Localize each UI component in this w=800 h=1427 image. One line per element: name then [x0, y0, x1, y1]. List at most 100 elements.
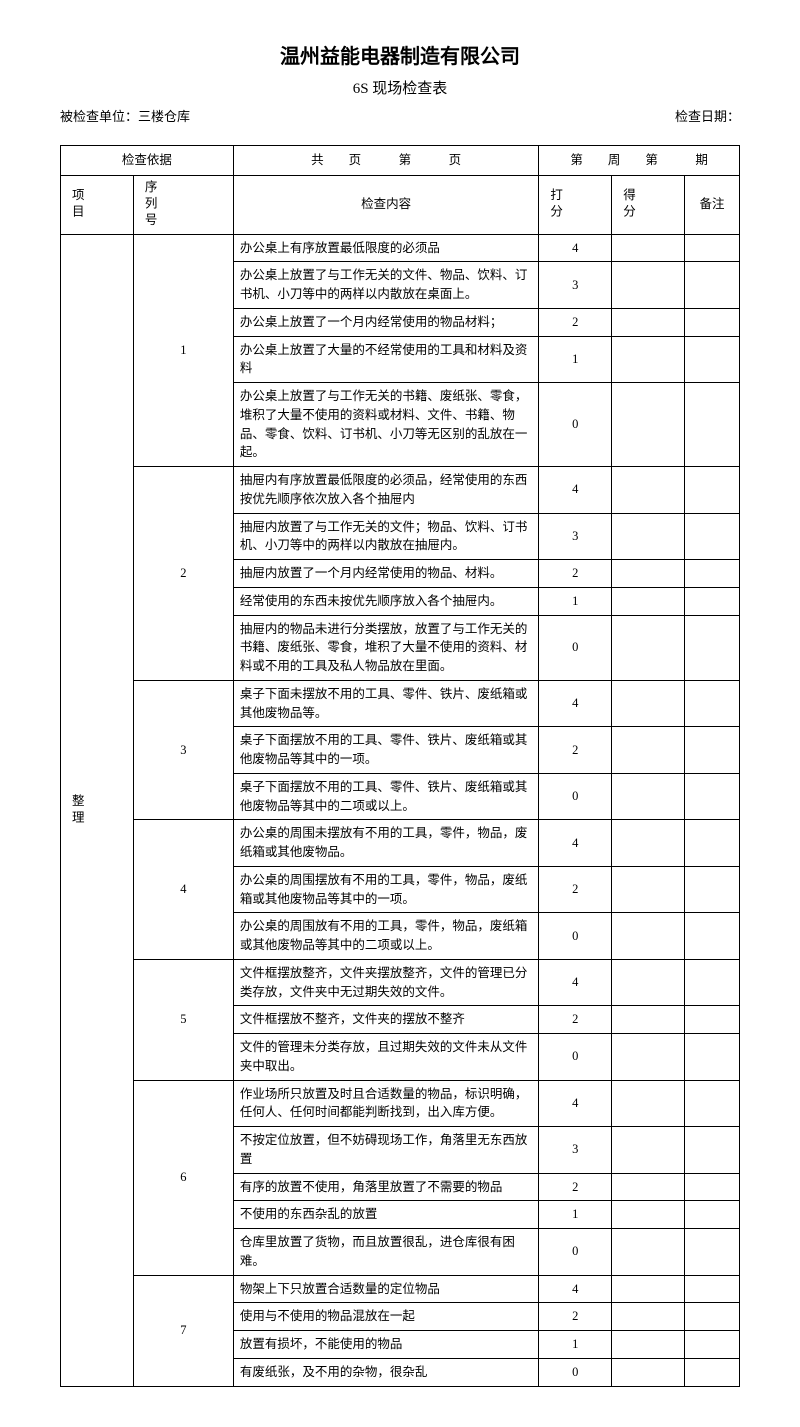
content-cell: 放置有损坏，不能使用的物品	[233, 1331, 539, 1359]
form-subtitle: 6S 现场检查表	[60, 77, 740, 98]
content-cell: 办公桌上放置了一个月内经常使用的物品材料；	[233, 308, 539, 336]
seq-cell: 4	[133, 820, 233, 960]
got-cell[interactable]	[612, 587, 685, 615]
remark-cell[interactable]	[685, 1201, 740, 1229]
content-cell: 抽屉内有序放置最低限度的必须品，经常使用的东西按优先顺序依次放入各个抽屉内	[233, 467, 539, 514]
score-cell: 3	[539, 1127, 612, 1174]
remark-cell[interactable]	[685, 1034, 740, 1081]
score-cell: 0	[539, 615, 612, 680]
remark-cell[interactable]	[685, 959, 740, 1006]
remark-cell[interactable]	[685, 336, 740, 383]
remark-cell[interactable]	[685, 1331, 740, 1359]
remark-cell[interactable]	[685, 262, 740, 309]
remark-cell[interactable]	[685, 1173, 740, 1201]
content-cell: 不使用的东西杂乱的放置	[233, 1201, 539, 1229]
got-cell[interactable]	[612, 560, 685, 588]
got-cell[interactable]	[612, 1080, 685, 1127]
remark-cell[interactable]	[685, 913, 740, 960]
inspected-unit-label: 被检查单位：	[60, 109, 138, 124]
content-cell: 办公桌上放置了与工作无关的文件、物品、饮料、订书机、小刀等中的两样以内散放在桌面…	[233, 262, 539, 309]
got-cell[interactable]	[612, 1303, 685, 1331]
hdr-seq: 序列号	[133, 176, 233, 235]
content-cell: 桌子下面摆放不用的工具、零件、铁片、废纸箱或其他废物品等其中的二项或以上。	[233, 773, 539, 820]
got-cell[interactable]	[612, 1034, 685, 1081]
got-cell[interactable]	[612, 1275, 685, 1303]
got-cell[interactable]	[612, 1358, 685, 1386]
table-row: 整理1办公桌上有序放置最低限度的必须品4	[61, 234, 740, 262]
remark-cell[interactable]	[685, 773, 740, 820]
got-cell[interactable]	[612, 234, 685, 262]
remark-cell[interactable]	[685, 467, 740, 514]
got-cell[interactable]	[612, 913, 685, 960]
remark-cell[interactable]	[685, 727, 740, 774]
score-cell: 0	[539, 773, 612, 820]
score-cell: 4	[539, 680, 612, 727]
remark-cell[interactable]	[685, 1303, 740, 1331]
got-cell[interactable]	[612, 866, 685, 913]
score-cell: 2	[539, 1303, 612, 1331]
remark-cell[interactable]	[685, 1358, 740, 1386]
inspected-unit: 被检查单位：三楼仓库	[60, 106, 190, 125]
inspection-date: 检查日期：	[675, 106, 740, 125]
table-row: 4办公桌的周围未摆放有不用的工具，零件，物品，废纸箱或其他废物品。4	[61, 820, 740, 867]
content-cell: 办公桌的周围放有不用的工具，零件，物品，废纸箱或其他废物品等其中的二项或以上。	[233, 913, 539, 960]
content-cell: 仓库里放置了货物，而且放置很乱，进仓库很有困难。	[233, 1229, 539, 1276]
got-cell[interactable]	[612, 1201, 685, 1229]
got-cell[interactable]	[612, 1229, 685, 1276]
got-cell[interactable]	[612, 383, 685, 467]
inspected-unit-value: 三楼仓库	[138, 109, 190, 124]
remark-cell[interactable]	[685, 587, 740, 615]
remark-cell[interactable]	[685, 1127, 740, 1174]
score-cell: 3	[539, 262, 612, 309]
score-cell: 4	[539, 820, 612, 867]
seq-cell: 2	[133, 467, 233, 681]
seq-cell: 3	[133, 680, 233, 820]
got-cell[interactable]	[612, 513, 685, 560]
content-cell: 使用与不使用的物品混放在一起	[233, 1303, 539, 1331]
score-cell: 4	[539, 234, 612, 262]
got-cell[interactable]	[612, 727, 685, 774]
got-cell[interactable]	[612, 1331, 685, 1359]
score-cell: 3	[539, 513, 612, 560]
content-cell: 文件框摆放不整齐，文件夹的摆放不整齐	[233, 1006, 539, 1034]
score-cell: 4	[539, 1080, 612, 1127]
seq-cell: 1	[133, 234, 233, 467]
content-cell: 抽屉内放置了与工作无关的文件；物品、饮料、订书机、小刀等中的两样以内散放在抽屉内…	[233, 513, 539, 560]
table-row: 3桌子下面未摆放不用的工具、零件、铁片、废纸箱或其他废物品等。4	[61, 680, 740, 727]
got-cell[interactable]	[612, 680, 685, 727]
remark-cell[interactable]	[685, 820, 740, 867]
remark-cell[interactable]	[685, 308, 740, 336]
remark-cell[interactable]	[685, 1006, 740, 1034]
score-cell: 2	[539, 560, 612, 588]
got-cell[interactable]	[612, 959, 685, 1006]
remark-cell[interactable]	[685, 615, 740, 680]
got-cell[interactable]	[612, 1006, 685, 1034]
got-cell[interactable]	[612, 1127, 685, 1174]
remark-cell[interactable]	[685, 866, 740, 913]
score-cell: 1	[539, 1201, 612, 1229]
got-cell[interactable]	[612, 773, 685, 820]
remark-cell[interactable]	[685, 1229, 740, 1276]
remark-cell[interactable]	[685, 383, 740, 467]
got-cell[interactable]	[612, 615, 685, 680]
score-cell: 2	[539, 866, 612, 913]
remark-cell[interactable]	[685, 234, 740, 262]
got-cell[interactable]	[612, 336, 685, 383]
remark-cell[interactable]	[685, 1275, 740, 1303]
remark-cell[interactable]	[685, 1080, 740, 1127]
got-cell[interactable]	[612, 820, 685, 867]
content-cell: 桌子下面摆放不用的工具、零件、铁片、废纸箱或其他废物品等其中的一项。	[233, 727, 539, 774]
got-cell[interactable]	[612, 467, 685, 514]
content-cell: 经常使用的东西未按优先顺序放入各个抽屉内。	[233, 587, 539, 615]
company-title: 温州益能电器制造有限公司	[60, 40, 740, 69]
content-cell: 办公桌上有序放置最低限度的必须品	[233, 234, 539, 262]
table-row: 7物架上下只放置合适数量的定位物品4	[61, 1275, 740, 1303]
got-cell[interactable]	[612, 308, 685, 336]
got-cell[interactable]	[612, 262, 685, 309]
remark-cell[interactable]	[685, 680, 740, 727]
remark-cell[interactable]	[685, 560, 740, 588]
got-cell[interactable]	[612, 1173, 685, 1201]
category-cell: 整理	[61, 234, 134, 1386]
top-bar-row: 检查依据 共 页 第 页 第 周 第 期	[61, 146, 740, 176]
remark-cell[interactable]	[685, 513, 740, 560]
